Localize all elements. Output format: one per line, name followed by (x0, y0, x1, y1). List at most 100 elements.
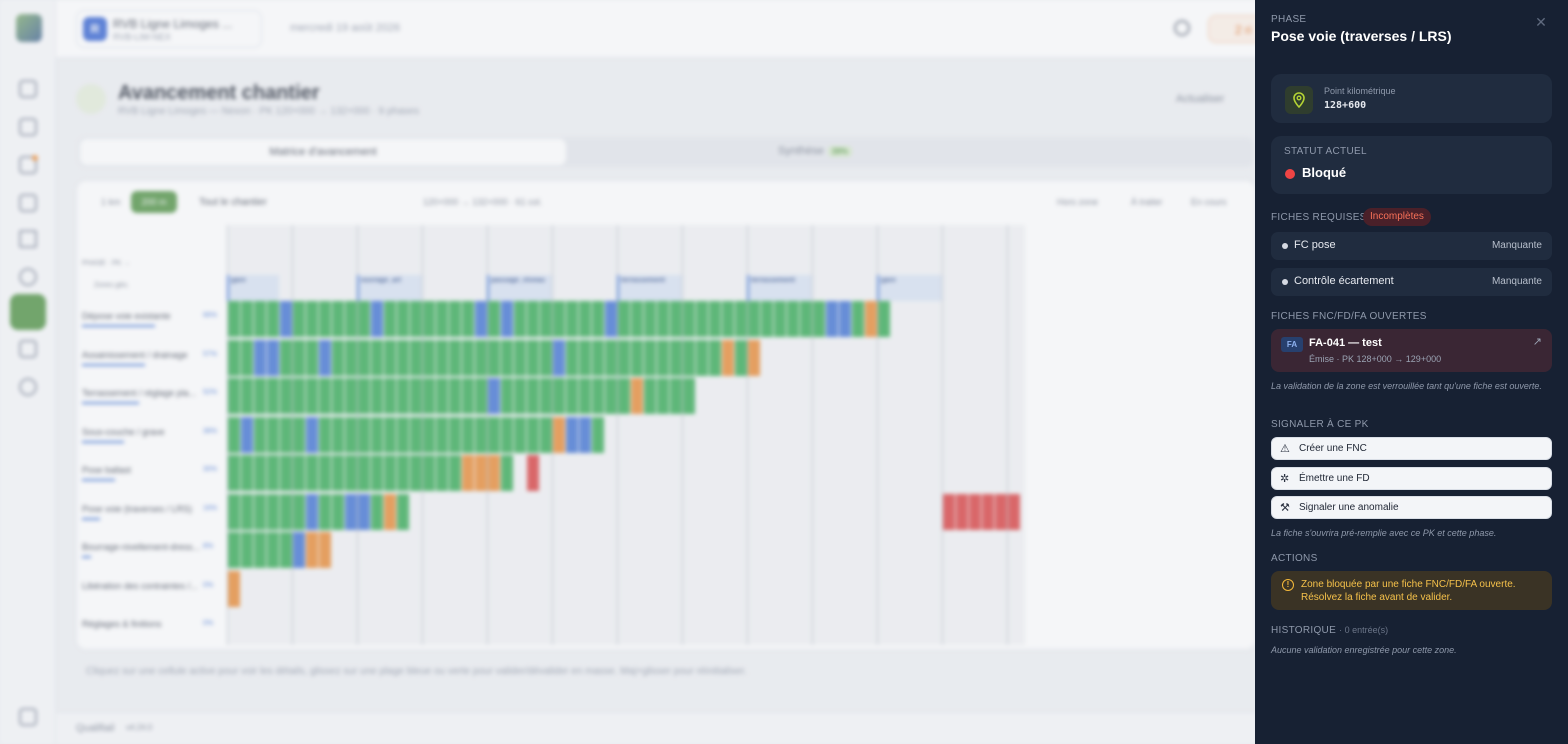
matrix-cell[interactable] (553, 416, 565, 453)
matrix-cell[interactable] (527, 339, 539, 376)
matrix-cell[interactable] (605, 339, 617, 376)
matrix-cell[interactable] (319, 339, 331, 376)
matrix-cell[interactable] (436, 339, 448, 376)
matrix-cell[interactable] (267, 301, 279, 337)
matrix-cell[interactable] (462, 416, 474, 453)
matrix-cell[interactable] (280, 455, 292, 491)
emit-fd-button[interactable]: ✲ Émettre une FD (1271, 467, 1552, 490)
matrix-cell[interactable] (501, 416, 513, 453)
matrix-cell[interactable] (306, 532, 318, 568)
matrix-cell[interactable] (293, 455, 305, 491)
matrix-cell[interactable] (514, 339, 526, 376)
matrix-cell[interactable] (527, 301, 539, 337)
matrix-cell[interactable] (371, 378, 383, 414)
matrix-cell[interactable] (254, 378, 266, 414)
matrix-cell[interactable] (358, 301, 370, 337)
matrix-cell[interactable] (683, 339, 695, 376)
matrix-cell[interactable] (384, 493, 396, 530)
matrix-cell[interactable] (566, 416, 578, 453)
matrix-cell[interactable] (631, 378, 643, 414)
matrix-cell[interactable] (358, 339, 370, 376)
matrix-cell[interactable] (241, 532, 253, 568)
matrix-cell[interactable] (267, 339, 279, 376)
matrix-cell[interactable] (501, 301, 513, 337)
matrix-cell[interactable] (293, 339, 305, 376)
matrix-cell[interactable] (475, 378, 487, 414)
book-icon[interactable] (19, 118, 37, 136)
matrix-cell[interactable] (241, 378, 253, 414)
matrix-cell[interactable] (488, 301, 500, 337)
matrix-cell[interactable] (371, 455, 383, 491)
matrix-cell[interactable] (397, 455, 409, 491)
matrix-cell[interactable] (436, 301, 448, 337)
matrix-cell[interactable] (592, 339, 604, 376)
matrix-cell[interactable] (969, 493, 981, 530)
matrix-cell[interactable] (475, 455, 487, 491)
matrix-cell[interactable] (319, 378, 331, 414)
sliders-icon[interactable] (19, 708, 37, 726)
matrix-cell[interactable] (631, 339, 643, 376)
matrix-cell[interactable] (306, 455, 318, 491)
matrix-cell[interactable] (683, 301, 695, 337)
matrix-cell[interactable] (696, 301, 708, 337)
matrix-cell[interactable] (618, 339, 630, 376)
matrix-cell[interactable] (761, 301, 773, 337)
matrix-cell[interactable] (527, 378, 539, 414)
row-label[interactable]: Libération des contraintes /... (82, 580, 198, 591)
matrix-cell[interactable] (566, 378, 578, 414)
matrix-cell[interactable] (748, 301, 760, 337)
matrix-cell[interactable] (306, 378, 318, 414)
progress-nav-active[interactable] (10, 294, 46, 330)
matrix-cell[interactable] (241, 301, 253, 337)
matrix-cell[interactable] (384, 455, 396, 491)
matrix-cell[interactable] (228, 570, 240, 607)
matrix-cell[interactable] (514, 301, 526, 337)
close-icon[interactable]: ✕ (1535, 14, 1547, 30)
tab-synthesis[interactable]: Synthèse 39% (778, 145, 852, 157)
matrix-cell[interactable] (254, 455, 266, 491)
matrix-cell[interactable] (670, 378, 682, 414)
matrix-cell[interactable] (423, 416, 435, 453)
matrix-cell[interactable] (228, 301, 240, 337)
matrix-cell[interactable] (683, 378, 695, 414)
matrix-cell[interactable] (293, 532, 305, 568)
matrix-cell[interactable] (228, 378, 240, 414)
matrix-cell[interactable] (280, 378, 292, 414)
matrix-cell[interactable] (241, 493, 253, 530)
matrix-cell[interactable] (449, 301, 461, 337)
matrix-cell[interactable] (410, 455, 422, 491)
matrix-cell[interactable] (618, 301, 630, 337)
matrix-cell[interactable] (449, 416, 461, 453)
matrix-cell[interactable] (657, 378, 669, 414)
matrix-cell[interactable] (566, 301, 578, 337)
matrix-cell[interactable] (501, 378, 513, 414)
matrix-cell[interactable] (332, 493, 344, 530)
matrix-cell[interactable] (319, 493, 331, 530)
matrix-cell[interactable] (475, 301, 487, 337)
matrix-cell[interactable] (514, 416, 526, 453)
matrix-cell[interactable] (449, 455, 461, 491)
matrix-cell[interactable] (397, 493, 409, 530)
matrix-cell[interactable] (735, 301, 747, 337)
matrix-cell[interactable] (436, 455, 448, 491)
matrix-cell[interactable] (488, 416, 500, 453)
create-fnc-button[interactable]: ⚠ Créer une FNC (1271, 437, 1552, 460)
matrix-cell[interactable] (475, 339, 487, 376)
matrix-cell[interactable] (267, 416, 279, 453)
matrix-cell[interactable] (527, 455, 539, 491)
warning-icon[interactable] (19, 230, 37, 248)
matrix-cell[interactable] (384, 416, 396, 453)
matrix-cell[interactable] (982, 493, 994, 530)
matrix-cell[interactable] (241, 339, 253, 376)
matrix-cell[interactable] (423, 378, 435, 414)
matrix-cell[interactable] (488, 378, 500, 414)
scale-200m[interactable]: 200 m (131, 191, 177, 213)
matrix-cell[interactable] (319, 455, 331, 491)
matrix-cell[interactable] (462, 455, 474, 491)
matrix-cell[interactable] (501, 455, 513, 491)
matrix-cell[interactable] (332, 339, 344, 376)
row-label[interactable]: Réglages & finitions (82, 619, 162, 629)
matrix-cell[interactable] (774, 301, 786, 337)
matrix-cell[interactable] (306, 416, 318, 453)
check-icon[interactable] (19, 194, 37, 212)
